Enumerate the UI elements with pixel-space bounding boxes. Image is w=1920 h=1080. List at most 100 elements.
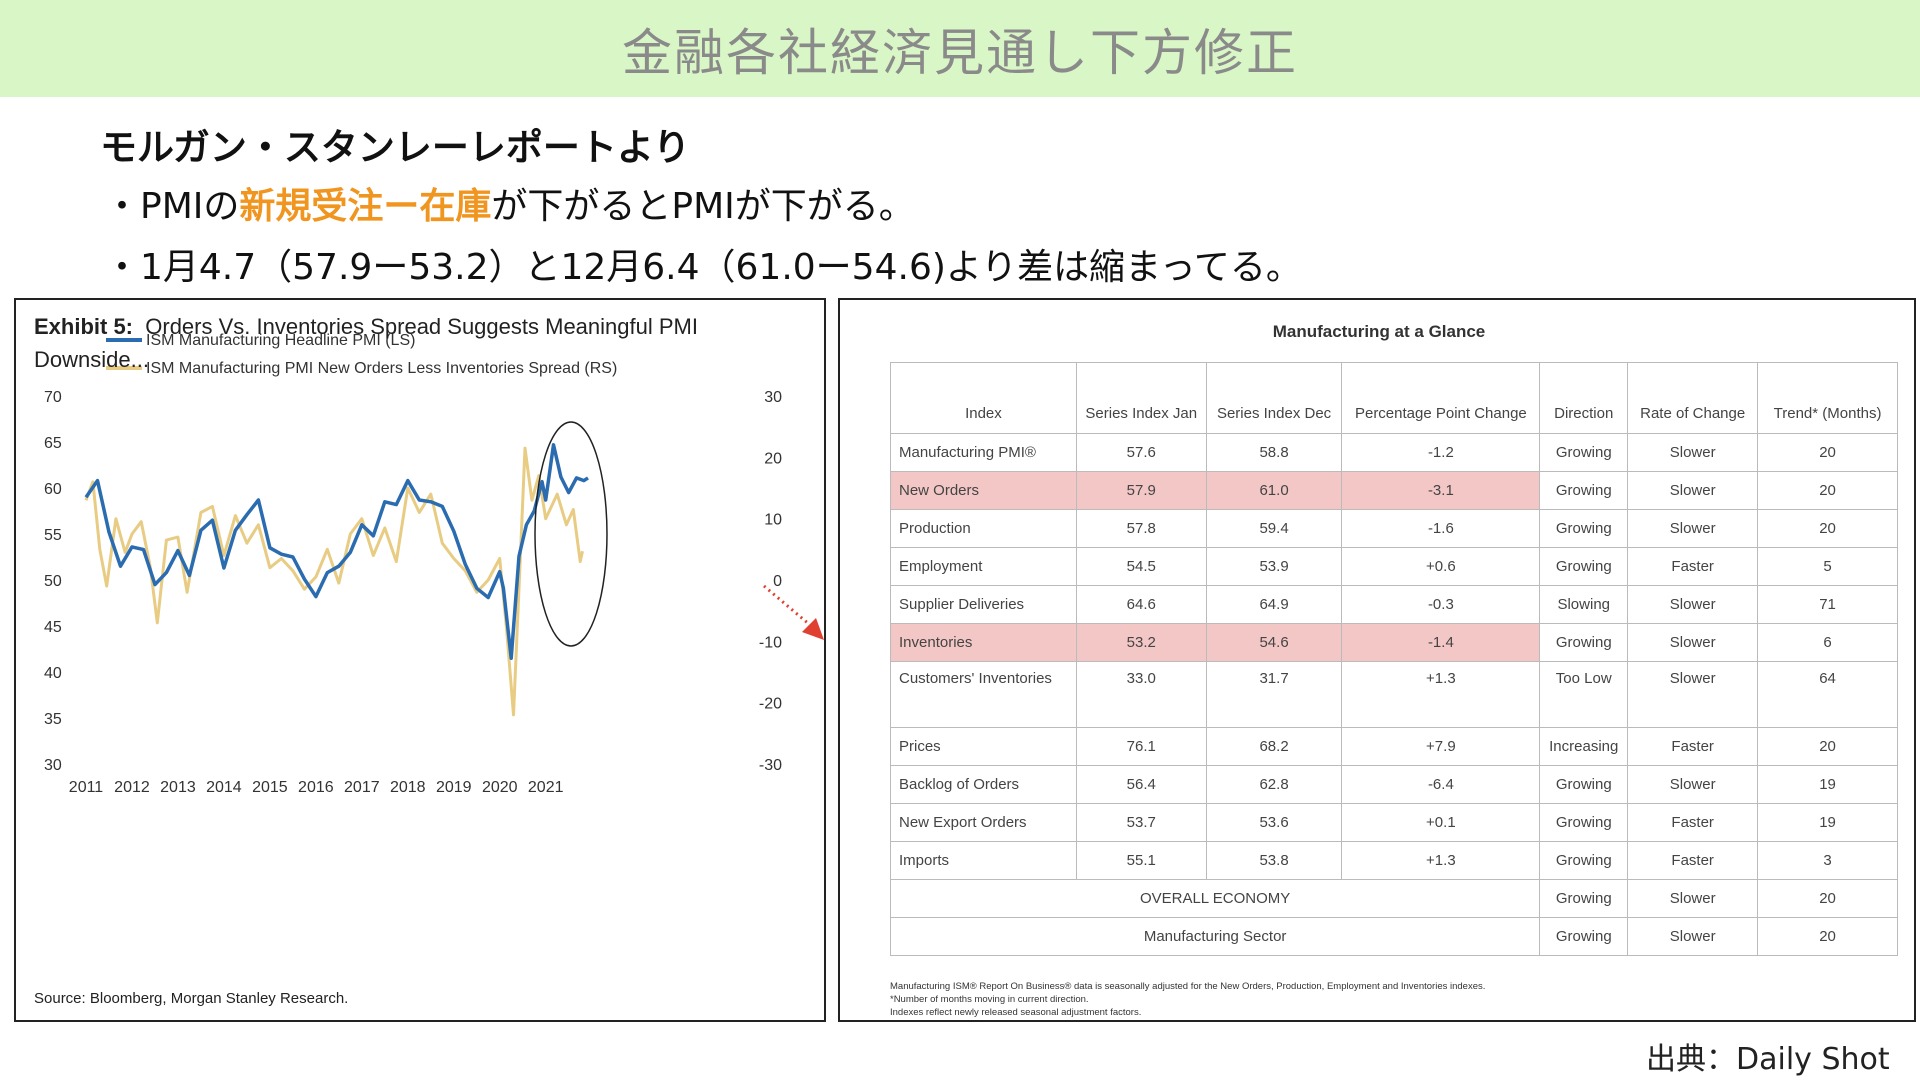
table-cell: Growing xyxy=(1539,803,1629,842)
summary-cell: 20 xyxy=(1757,879,1898,918)
y-right-tick-label: 30 xyxy=(764,389,782,406)
table-panel: Manufacturing at a Glance Index Series I… xyxy=(838,298,1916,1022)
x-tick-label: 2016 xyxy=(298,779,334,796)
table-cell: -1.2 xyxy=(1341,433,1541,472)
lead-heading: モルガン・スタンレーレポートより xyxy=(100,126,691,169)
header-rate: Rate of Change xyxy=(1627,362,1759,434)
x-tick-label: 2013 xyxy=(160,779,196,796)
table-cell: 33.0 xyxy=(1075,661,1207,728)
x-tick-label: 2014 xyxy=(206,779,242,796)
y-right-tick-label: 0 xyxy=(773,573,782,590)
footnote-1: Manufacturing ISM® Report On Business® d… xyxy=(890,981,1486,992)
table-cell: Too Low xyxy=(1539,661,1629,728)
table-cell: 20 xyxy=(1757,727,1898,766)
summary-cell: OVERALL ECONOMY xyxy=(889,879,1541,918)
legend-label: ISM Manufacturing PMI New Orders Less In… xyxy=(146,360,617,377)
table-header-row: Index Series Index Jan Series Index Dec … xyxy=(890,362,1898,434)
table-cell: -1.6 xyxy=(1341,509,1541,548)
summary-cell: Growing xyxy=(1539,917,1629,956)
table-cell: Growing xyxy=(1539,547,1629,586)
source-credit: 出典：Daily Shot xyxy=(1646,1042,1890,1077)
y-right-tick-label: -30 xyxy=(759,757,782,774)
chart-source: Source: Bloomberg, Morgan Stanley Resear… xyxy=(34,990,349,1007)
x-tick-label: 2020 xyxy=(482,779,518,796)
table-cell: Faster xyxy=(1627,727,1759,766)
table-cell: Slowing xyxy=(1539,585,1629,624)
table-cell: 59.4 xyxy=(1205,509,1343,548)
table-cell: Slower xyxy=(1627,471,1759,510)
table-cell: 53.7 xyxy=(1075,803,1207,842)
table-cell: -1.4 xyxy=(1341,623,1541,662)
footnote-2: *Number of months moving in current dire… xyxy=(890,994,1089,1005)
y-left-tick-label: 65 xyxy=(44,435,62,452)
table-footnotes: Manufacturing ISM® Report On Business® d… xyxy=(890,980,1485,1019)
highlight-ellipse xyxy=(534,421,608,647)
table-cell: Growing xyxy=(1539,841,1629,880)
table-cell: Growing xyxy=(1539,623,1629,662)
y-right-tick-label: 20 xyxy=(764,450,782,467)
table-cell: 20 xyxy=(1757,509,1898,548)
table-cell: 31.7 xyxy=(1205,661,1343,728)
y-left-tick-label: 60 xyxy=(44,481,62,498)
header-index: Index xyxy=(890,362,1077,434)
table-cell: 57.8 xyxy=(1075,509,1207,548)
y-left-tick-label: 35 xyxy=(44,711,62,728)
summary-cell: Slower xyxy=(1627,879,1759,918)
table-cell: 55.1 xyxy=(1075,841,1207,880)
y-right-tick-label: 10 xyxy=(764,512,782,529)
table-cell: Growing xyxy=(1539,471,1629,510)
table-cell: +1.3 xyxy=(1341,841,1541,880)
table-cell: 71 xyxy=(1757,585,1898,624)
x-tick-label: 2018 xyxy=(390,779,426,796)
y-left-tick-label: 40 xyxy=(44,665,62,682)
table-cell: Employment xyxy=(890,547,1077,586)
table-row: Employment 54.5 53.9 +0.6 Growing Faster 5 xyxy=(890,547,1898,586)
table-cell: +7.9 xyxy=(1341,727,1541,766)
table-cell: 64.6 xyxy=(1075,585,1207,624)
page-title: 金融各社経済見通し下方修正 xyxy=(622,23,1298,82)
table-cell: 56.4 xyxy=(1075,765,1207,804)
header-dec: Series Index Dec xyxy=(1205,362,1343,434)
table-cell: Production xyxy=(890,509,1077,548)
table-cell: 61.0 xyxy=(1205,471,1343,510)
y-left-tick-label: 70 xyxy=(44,389,62,406)
table-cell: Slower xyxy=(1627,765,1759,804)
table-row: Inventories 53.2 54.6 -1.4 Growing Slower 6 xyxy=(890,623,1898,662)
table-cell: 53.2 xyxy=(1075,623,1207,662)
table-cell: 53.6 xyxy=(1205,803,1343,842)
table-cell: Slower xyxy=(1627,509,1759,548)
table-cell: 53.9 xyxy=(1205,547,1343,586)
table-cell: Manufacturing PMI® xyxy=(890,433,1077,472)
table-cell: -0.3 xyxy=(1341,585,1541,624)
table-summary-row: OVERALL ECONOMY Growing Slower 20 xyxy=(889,879,1898,918)
y-left-tick-label: 30 xyxy=(44,757,62,774)
table-body: Manufacturing PMI® 57.6 58.8 -1.2 Growing Slo… xyxy=(889,433,1898,956)
chart-title: Exhibit 5: Orders Vs. Inventories Spread… xyxy=(34,310,814,376)
table-row: New Orders 57.9 61.0 -3.1 Growing Slower 20 xyxy=(890,471,1898,510)
table-cell: New Orders xyxy=(890,471,1077,510)
bullet-1-pre: ・PMIの xyxy=(104,186,240,227)
table-cell: +0.1 xyxy=(1341,803,1541,842)
table-cell: Growing xyxy=(1539,433,1629,472)
table-cell: Backlog of Orders xyxy=(890,765,1077,804)
table-cell: 64 xyxy=(1757,661,1898,728)
table-cell: Increasing xyxy=(1539,727,1629,766)
table-summary-row: Manufacturing Sector Growing Slower 20 xyxy=(889,917,1898,956)
y-right-tick-label: -10 xyxy=(759,634,782,651)
header-jan: Series Index Jan xyxy=(1075,362,1207,434)
table-cell: 62.8 xyxy=(1205,765,1343,804)
table-row: Supplier Deliveries 64.6 64.9 -0.3 Slowing Sl… xyxy=(890,585,1898,624)
chart-svg: ISM Manufacturing Headline PMI (LS) ISM M… xyxy=(44,332,824,796)
table-row: Customers' Inventories 33.0 31.7 +1.3 Too Lo… xyxy=(890,661,1898,728)
x-tick-label: 2015 xyxy=(252,779,288,796)
table-cell: 53.8 xyxy=(1205,841,1343,880)
x-tick-label: 2011 xyxy=(69,779,104,796)
table-cell: -6.4 xyxy=(1341,765,1541,804)
table-cell: 76.1 xyxy=(1075,727,1207,766)
table-cell: 3 xyxy=(1757,841,1898,880)
table-cell: 20 xyxy=(1757,433,1898,472)
chart-title-text: Orders Vs. Inventories Spread Suggests M… xyxy=(34,314,698,372)
table-row: Manufacturing PMI® 57.6 58.8 -1.2 Growing Slo… xyxy=(890,433,1898,472)
footnote-3: Indexes reflect newly released seasonal … xyxy=(890,1007,1142,1018)
title-banner: 金融各社経済見通し下方修正 xyxy=(0,0,1920,97)
